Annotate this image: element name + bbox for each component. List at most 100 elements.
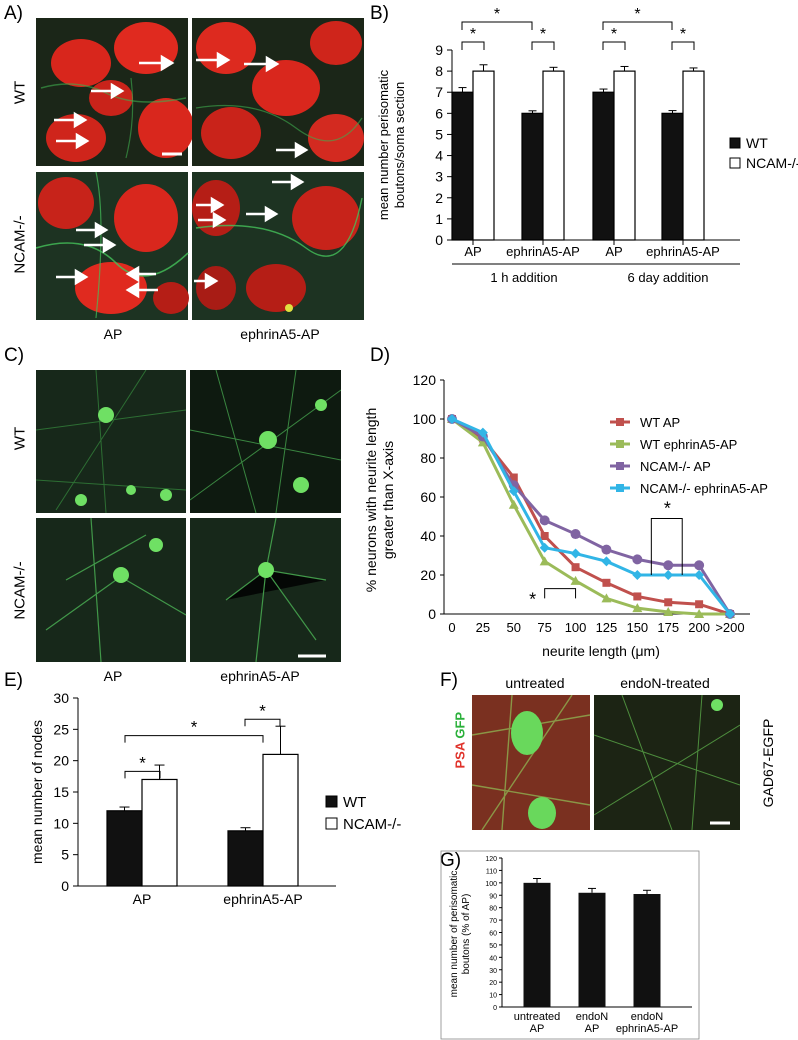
x-tick-label: AP (530, 1023, 545, 1035)
y-tick-label: 10 (53, 815, 69, 831)
y-tick-label: 60 (420, 489, 436, 505)
legend-marker (616, 418, 624, 426)
significance-bracket (124, 770, 161, 779)
bar-ncam (682, 70, 705, 241)
x-tick-label: endoN (576, 1011, 608, 1023)
data-point (602, 578, 611, 587)
y-tick-label: 7 (435, 84, 443, 100)
y-axis-label: % neurons with neurite lengthgreater tha… (363, 408, 396, 592)
y-tick-label: 20 (420, 567, 436, 583)
bar-ncam (542, 70, 565, 241)
significance-bracket (244, 718, 281, 727)
chart-d: 0 20 40 60 80 100 120 0 25 50 75 100 125 150 175 200 >20… (363, 372, 768, 659)
group-label: 6 day addition (628, 270, 709, 285)
col-label-endon: endoN-treated (620, 675, 710, 691)
significance-bracket (124, 735, 264, 743)
micrograph-wt-ap (36, 18, 194, 166)
legend-swatch (325, 795, 338, 808)
y-tick-label: 120 (413, 372, 437, 388)
legend-swatch (729, 157, 741, 169)
x-tick-label: ephrinA5-AP (223, 891, 302, 907)
y-tick-label: 9 (435, 42, 443, 58)
chart-b: 0 1 2 3 4 5 6 7 8 9 mean number perisomaticboutons… (376, 6, 798, 285)
y-axis-label: mean number perisomaticboutons/soma sect… (376, 69, 407, 220)
bar-wt (661, 112, 684, 241)
significance-star: * (470, 26, 476, 43)
bar-ncam (613, 70, 636, 241)
y-tick-label: 8 (435, 63, 443, 79)
data-point (570, 548, 581, 559)
significance-bracket (461, 41, 485, 50)
significance-star: * (529, 589, 536, 609)
data-point (725, 609, 735, 619)
significance-bracket (544, 588, 577, 599)
y-tick-label: 30 (53, 690, 69, 706)
data-point (477, 437, 488, 447)
side-label-gad67: GAD67-EGFP (760, 718, 776, 808)
y-tick-label: 1 (435, 211, 443, 227)
x-tick-label: 150 (626, 620, 648, 635)
y-tick-label: 3 (435, 169, 443, 185)
x-tick-label: 50 (507, 620, 521, 635)
legend-label: WT (746, 135, 768, 151)
x-tick-label: 125 (596, 620, 618, 635)
bar (227, 830, 264, 887)
panel-label-a: A) (4, 3, 23, 24)
panel-a-micrographs (36, 18, 364, 320)
bar (633, 894, 661, 1007)
y-tick-label: 0 (428, 606, 436, 622)
significance-star: * (680, 26, 686, 43)
bar (262, 753, 299, 887)
x-tick-label: ephrinA5-AP (616, 1023, 678, 1035)
x-tick-label: 0 (448, 620, 455, 635)
panel-f-micrographs (472, 695, 740, 830)
x-tick-label: 200 (688, 620, 710, 635)
legend-swatch (729, 137, 741, 149)
y-tick-label: 30 (489, 968, 497, 975)
bar (141, 778, 178, 887)
y-tick-label: 70 (489, 918, 497, 925)
y-tick-label: 100 (413, 411, 437, 427)
micrograph-ncam-ephrin (192, 172, 364, 320)
data-point (632, 570, 643, 580)
bar-wt (521, 112, 544, 241)
data-point (694, 560, 705, 571)
y-tick-label: 40 (420, 528, 436, 544)
series-line (451, 417, 731, 616)
data-point (601, 556, 612, 567)
bar-ncam (472, 70, 495, 241)
significance-star: * (191, 718, 198, 737)
micrograph-wt-ephrin (192, 18, 364, 166)
legend-label: WT (343, 794, 366, 811)
micrograph-c-wt-ephrin (189, 370, 341, 514)
y-tick-label: 25 (53, 721, 69, 737)
x-tick-label: 75 (537, 620, 551, 635)
y-tick-label: 0 (435, 232, 443, 248)
row-label-ncam-c: NCAM-/- (11, 561, 29, 620)
significance-star: * (611, 26, 617, 43)
y-tick-label: 10 (489, 993, 497, 1000)
y-tick-label: 100 (485, 881, 497, 888)
micrograph-f-untreated (472, 695, 591, 830)
y-tick-label: 60 (489, 931, 497, 938)
data-point (509, 473, 518, 482)
col-label-c-ephrin: ephrinA5-AP (220, 668, 300, 684)
significance-star: * (139, 753, 146, 772)
x-tick-label: 100 (565, 620, 587, 635)
y-tick-label: 5 (435, 126, 443, 142)
x-tick-label: 175 (657, 620, 679, 635)
bar-wt (451, 91, 474, 241)
legend-label: WT ephrinA5-AP (640, 437, 737, 452)
x-tick-label: endoN (631, 1011, 663, 1023)
y-tick-label: 20 (53, 753, 69, 769)
legend-swatch (325, 817, 338, 830)
data-point (539, 542, 550, 553)
x-tick-label: ephrinA5-AP (506, 244, 580, 259)
data-point (601, 593, 612, 603)
group-label: 1 h addition (490, 270, 557, 285)
data-point (663, 560, 674, 571)
data-point (508, 486, 519, 497)
series-line (451, 417, 732, 615)
col-label-untreated: untreated (505, 675, 565, 691)
micrograph-c-ncam-ap (36, 517, 187, 662)
